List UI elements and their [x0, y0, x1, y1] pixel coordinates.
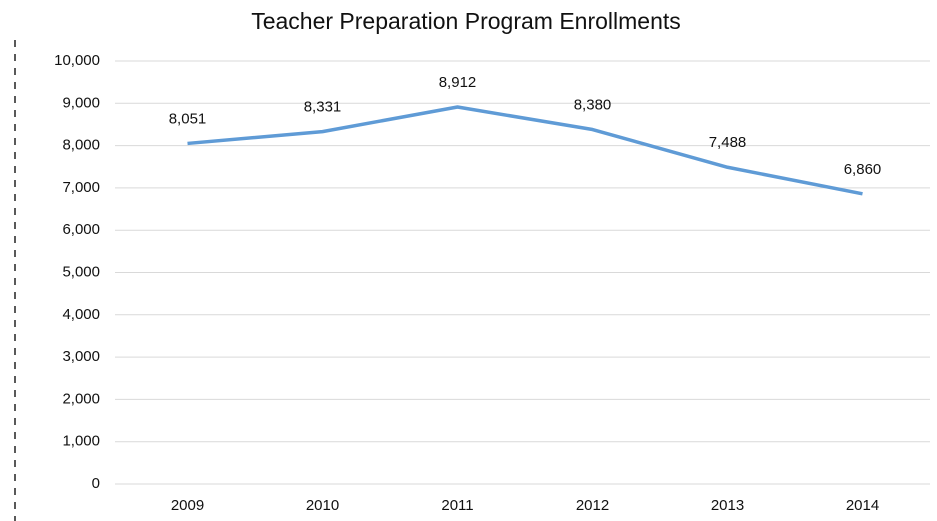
y-tick-label: 8,000	[62, 137, 100, 154]
y-tick-label: 10,000	[54, 52, 100, 69]
y-tick-label: 6,000	[62, 221, 100, 238]
data-label: 8,331	[304, 99, 342, 116]
x-tick-label: 2013	[711, 497, 744, 514]
y-tick-label: 4,000	[62, 306, 100, 323]
y-tick-label: 0	[92, 475, 100, 492]
y-tick-label: 3,000	[62, 348, 100, 365]
x-tick-label: 2011	[441, 497, 473, 514]
x-tick-label: 2009	[171, 497, 204, 514]
y-tick-label: 1,000	[62, 433, 100, 450]
x-tick-label: 2014	[846, 497, 879, 514]
y-tick-label: 9,000	[62, 94, 100, 111]
y-tick-label: 5,000	[62, 263, 100, 280]
data-label: 8,912	[439, 74, 477, 91]
data-label: 6,860	[844, 161, 882, 178]
chart-title: Teacher Preparation Program Enrollments	[251, 8, 681, 34]
x-tick-label: 2012	[576, 497, 609, 514]
data-label: 7,488	[709, 134, 747, 151]
data-label: 8,051	[169, 110, 207, 127]
y-tick-label: 7,000	[62, 179, 100, 196]
series-line	[187, 105, 863, 196]
x-tick-label: 2010	[306, 497, 339, 514]
data-label: 8,380	[574, 96, 612, 113]
y-tick-label: 2,000	[62, 390, 100, 407]
